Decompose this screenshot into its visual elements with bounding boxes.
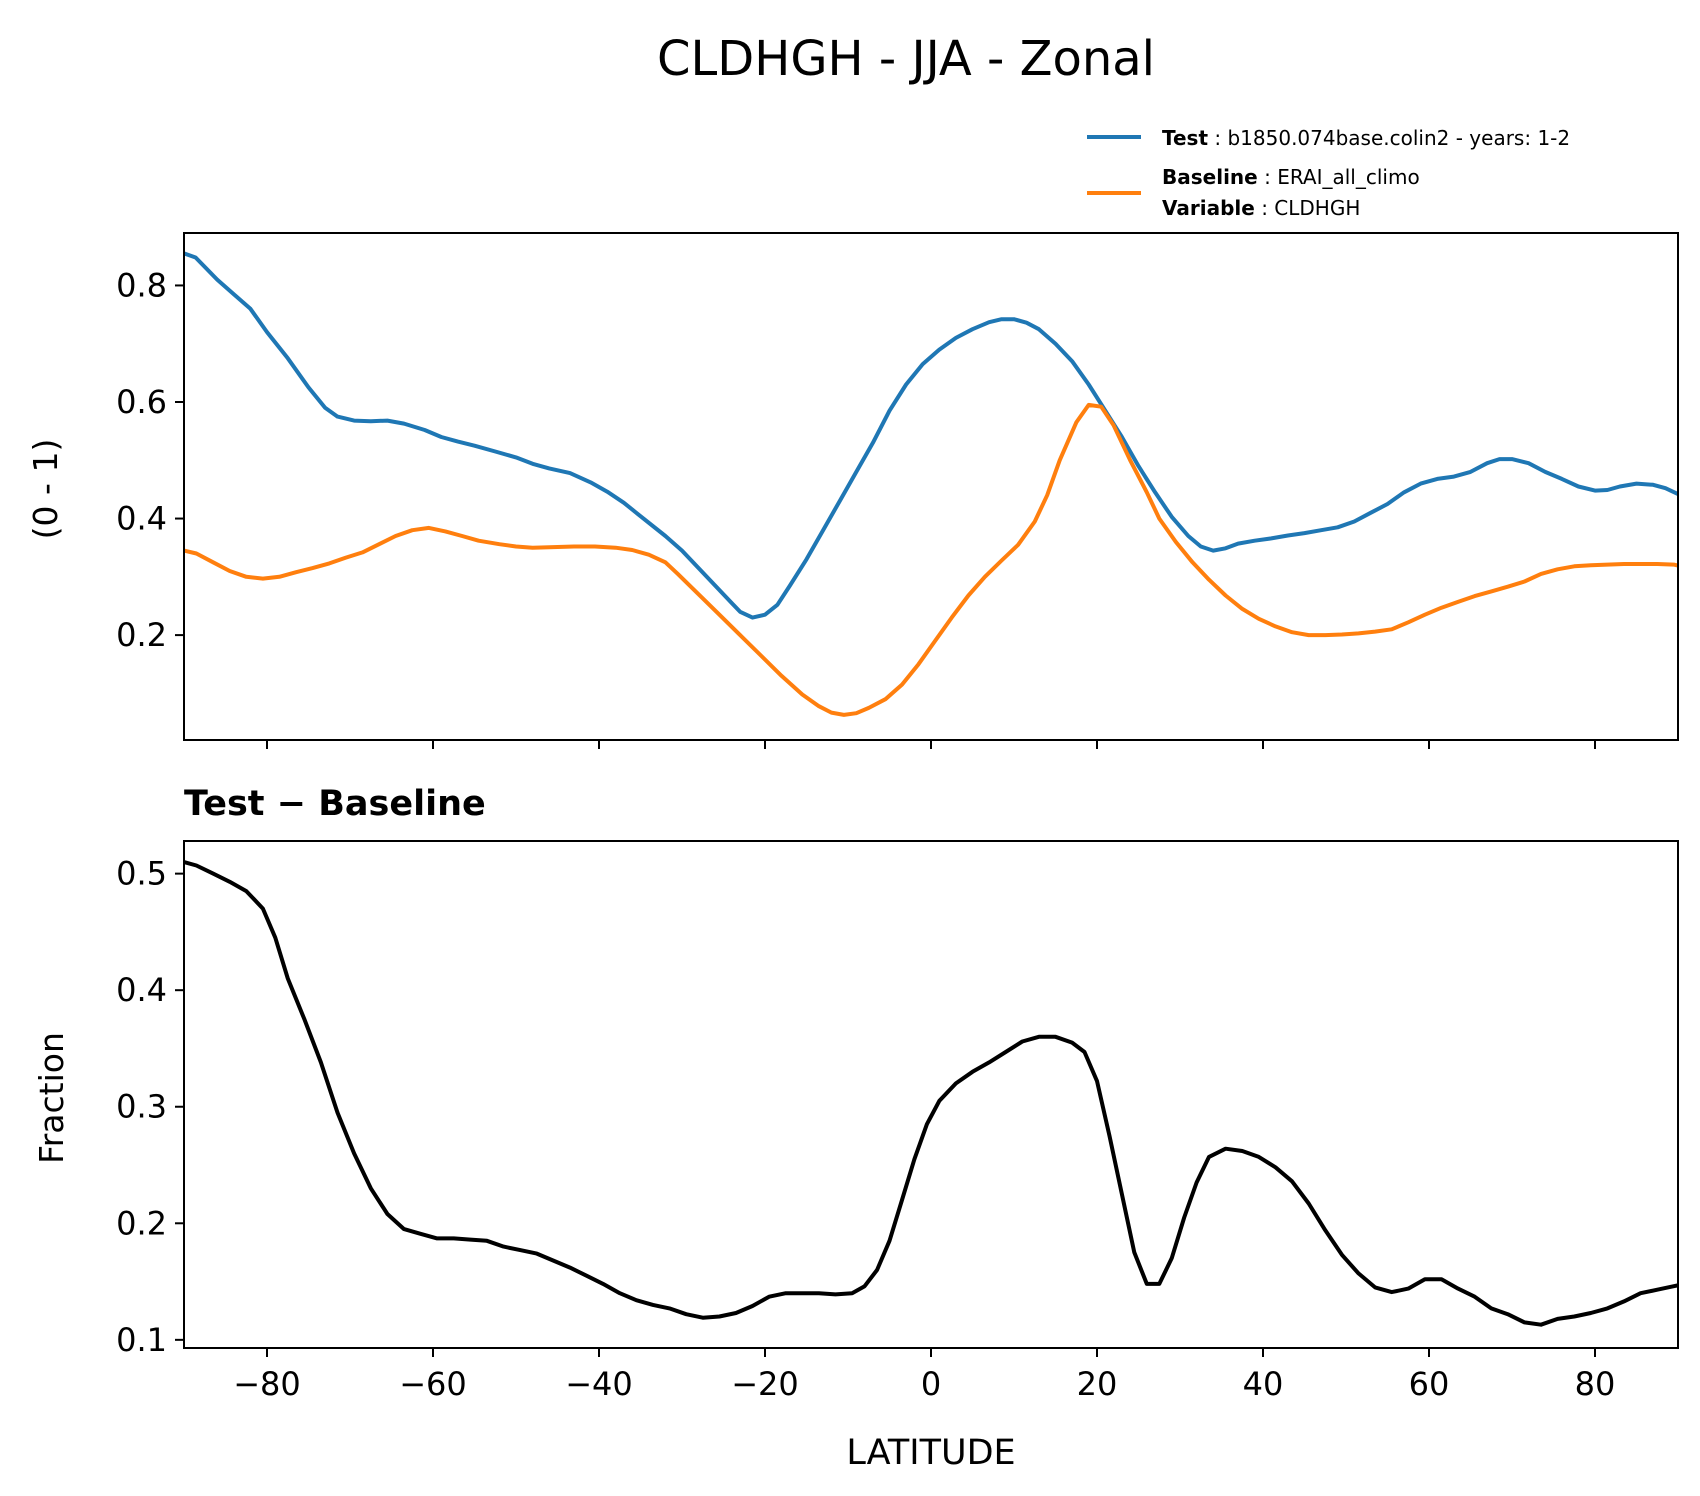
bottom-x-tick-label: −40: [565, 1365, 633, 1403]
bottom-y-tick-label: 0.4: [116, 971, 167, 1009]
top-y-tick-label: 0.2: [116, 616, 167, 654]
bottom-x-tick-label: 80: [1575, 1365, 1616, 1403]
top-series-test-line: [184, 251, 1678, 620]
bottom-x-tick-label: 60: [1409, 1365, 1450, 1403]
bottom-panel-title: Test − Baseline: [184, 784, 486, 824]
legend-baseline-label: Baseline: [1162, 165, 1258, 189]
legend-test-label: Test: [1162, 126, 1208, 150]
legend-variable-label: Variable: [1162, 196, 1255, 220]
bottom-series-group: [184, 860, 1678, 1327]
bottom-y-tick-label: 0.3: [116, 1088, 167, 1126]
bottom-y-axis-label: Fraction: [32, 1032, 71, 1164]
top-series-baseline-line: [184, 402, 1678, 717]
legend-test-value: b1850.074base.colin2 - years: 1-2: [1227, 126, 1570, 150]
top-panel: 0.2 0.4 0.6 0.8: [116, 232, 1679, 749]
legend-variable-separator: :: [1255, 196, 1274, 220]
legend-test-entry: Test : b1850.074base.colin2 - years: 1-2: [1162, 126, 1570, 150]
figure-title: CLDHGH - JJA - Zonal: [657, 31, 1155, 87]
x-axis-label: LATITUDE: [846, 1433, 1015, 1473]
bottom-x-tick-label: 20: [1077, 1365, 1118, 1403]
bottom-y-tick-label: 0.1: [116, 1321, 167, 1359]
legend-baseline-separator: :: [1258, 165, 1277, 189]
bottom-x-tick-label: 40: [1243, 1365, 1284, 1403]
legend-test-separator: :: [1208, 126, 1227, 150]
bottom-y-tick-label: 0.2: [116, 1204, 167, 1242]
legend-variable-value: CLDHGH: [1274, 196, 1360, 220]
top-y-axis-label: (0 - 1): [26, 439, 65, 540]
bottom-x-tick-label: −20: [731, 1365, 799, 1403]
legend-variable-entry: Variable : CLDHGH: [1162, 196, 1360, 220]
top-y-tick-label: 0.8: [116, 266, 167, 304]
legend-baseline-entry: Baseline : ERAI_all_climo: [1162, 165, 1420, 189]
top-y-tick-label: 0.4: [116, 500, 167, 538]
bottom-series-difference-line: [184, 860, 1678, 1327]
bottom-x-tick-label: −60: [399, 1365, 467, 1403]
top-y-tick-label: 0.6: [116, 383, 167, 421]
bottom-x-tick-label: 0: [921, 1365, 941, 1403]
legend: Test : b1850.074base.colin2 - years: 1-2…: [1087, 126, 1570, 220]
top-series-group: [184, 251, 1678, 717]
bottom-x-tick-label: −80: [233, 1365, 301, 1403]
legend-baseline-value: ERAI_all_climo: [1277, 165, 1420, 189]
bottom-panel: 0.1 0.2 0.3 0.4 0.5 −80 −60 −40 −20 0 20 40 60 80: [116, 840, 1679, 1403]
bottom-y-tick-label: 0.5: [116, 855, 167, 893]
